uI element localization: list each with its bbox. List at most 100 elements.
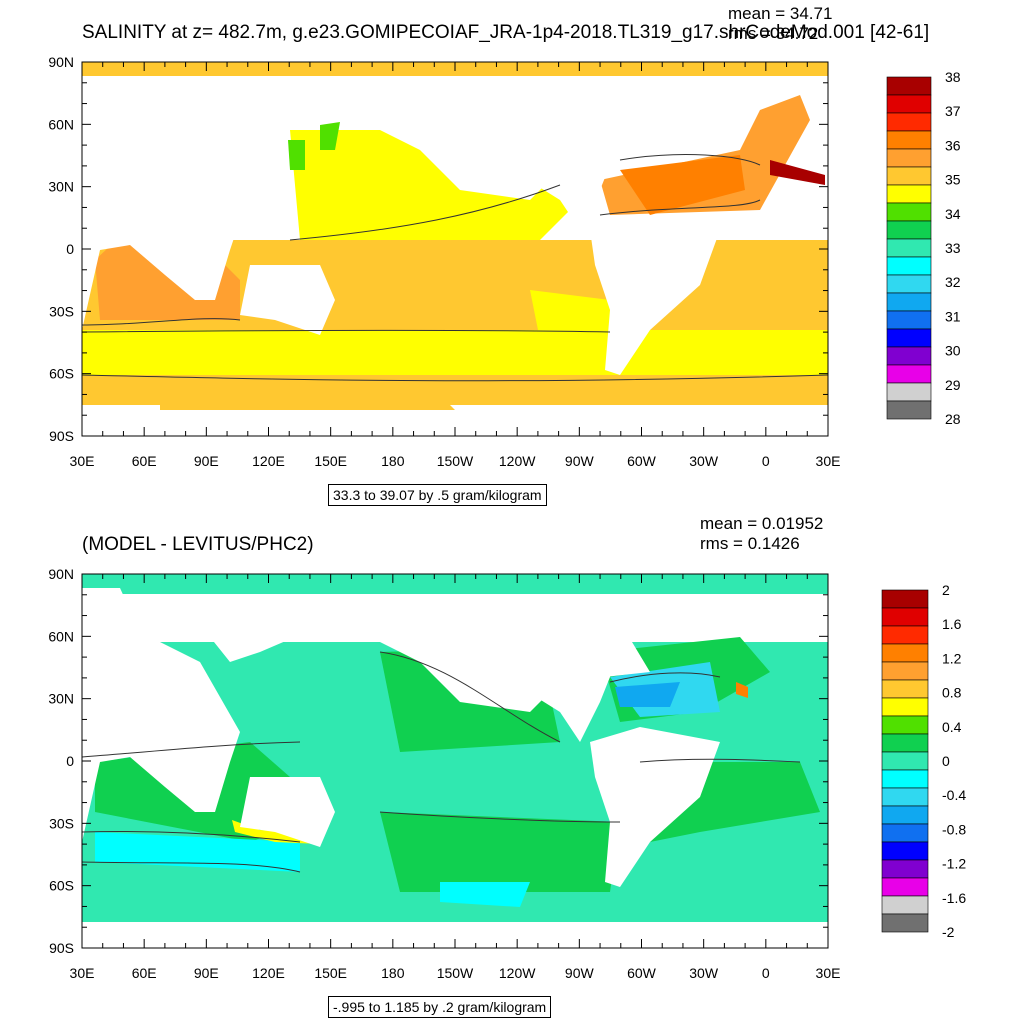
x-tick-label: 90E (194, 453, 219, 469)
colorbar-label: 0 (942, 753, 950, 769)
salinity-map: 30E 60E 90E 120E 150E 180 150W 120W 90W 60W 30W 0 30… (48, 54, 961, 469)
colorbar-swatch (886, 346, 932, 366)
x-tick-label: 60W (627, 453, 657, 469)
contour-lines (82, 651, 801, 873)
difference-panel: 30E 60E 90E 120E 150E 180 150W 120W 90W 60W 30W 0 30… (0, 512, 1024, 1024)
continent-africa (82, 76, 240, 330)
y-tick-label: 90S (49, 940, 74, 956)
x-tick-label: 30W (689, 453, 719, 469)
contour-lines (82, 154, 828, 382)
x-tick-label: 180 (381, 965, 405, 981)
colorbar-swatch (886, 328, 932, 348)
y-tick-label: 0 (66, 753, 74, 769)
x-tick-label: 30E (70, 965, 95, 981)
continent-north-america (430, 76, 820, 230)
colorbar-swatch (881, 823, 929, 843)
colorbar-swatch (881, 607, 929, 627)
rms-value: rms = 34.72 (728, 24, 819, 43)
colorbar-label: 0.8 (942, 685, 962, 701)
colorbar-swatch (886, 76, 932, 96)
colorbar-label: 29 (945, 377, 961, 393)
colorbar-swatch (886, 256, 932, 276)
x-tick-label: 120E (252, 453, 285, 469)
y-tick-label: 60S (49, 878, 74, 894)
y-tick-label: 90N (48, 54, 74, 70)
x-tick-label: 150W (437, 965, 474, 981)
map-area (82, 574, 828, 948)
colorbar-swatch (881, 625, 929, 645)
contour-info: 33.3 to 39.07 by .5 gram/kilogram (328, 484, 547, 506)
x-tick-label: 120W (499, 453, 536, 469)
y-tick-label: 90N (48, 566, 74, 582)
y-tick-label: 90S (49, 428, 74, 444)
colorbar-label: 31 (945, 308, 961, 324)
colorbar-swatch (886, 166, 932, 186)
continent-africa (82, 588, 240, 842)
colorbar-swatch (886, 310, 932, 330)
colorbar: 2 1.6 1.2 0.8 0.4 0 -0.4 -0.8 -1.2 -1.6 -2 (881, 582, 966, 940)
colorbar-swatch (886, 112, 932, 132)
colorbar-swatch (886, 220, 932, 240)
colorbar-label: -1.2 (942, 856, 966, 872)
mean-value: mean = 34.71 (728, 4, 833, 23)
x-tick-label: 90W (565, 965, 595, 981)
x-tick-label: 0 (762, 453, 770, 469)
colorbar-swatch (886, 382, 932, 402)
continent-australia (240, 777, 335, 847)
colorbar-swatch (886, 292, 932, 312)
colorbar-swatch (886, 202, 932, 222)
axes: 30E 60E 90E 120E 150E 180 150W 120W 90W 60W 30W 0 30… (48, 54, 840, 469)
y-tick-label: 60S (49, 366, 74, 382)
colorbar-swatch (886, 400, 932, 420)
y-tick-label: 30S (49, 303, 74, 319)
difference-map: 30E 60E 90E 120E 150E 180 150W 120W 90W 60W 30W 0 30… (48, 566, 966, 981)
colorbar-swatch (881, 787, 929, 807)
colorbar-label: 34 (945, 206, 961, 222)
colorbar-swatch (881, 769, 929, 789)
salinity-panel: 30E 60E 90E 120E 150E 180 150W 120W 90W 60W 30W 0 30… (48, 4, 961, 506)
y-tick-label: 60N (48, 116, 74, 132)
x-tick-label: 30W (689, 965, 719, 981)
x-tick-label: 120E (252, 965, 285, 981)
map-area (82, 62, 828, 436)
x-tick-label: 150E (314, 965, 347, 981)
continent-south-america (590, 215, 720, 375)
colorbar-swatch (886, 274, 932, 294)
chart-title: (MODEL - LEVITUS/PHC2) (82, 534, 314, 555)
colorbar-swatch (881, 661, 929, 681)
x-tick-label: 30E (816, 453, 841, 469)
colorbar-swatch (881, 697, 929, 717)
colorbar-swatch (881, 751, 929, 771)
colorbar-label: 0.4 (942, 719, 962, 735)
y-tick-label: 30S (49, 815, 74, 831)
rms-value: rms = 0.1426 (700, 534, 800, 553)
x-tick-label: 150E (314, 453, 347, 469)
colorbar-swatch (886, 364, 932, 384)
colorbar-swatch (881, 733, 929, 753)
colorbar-swatch (881, 643, 929, 663)
x-tick-label: 60E (132, 453, 157, 469)
x-tick-label: 150W (437, 453, 474, 469)
x-tick-label: 90W (565, 453, 595, 469)
x-tick-label: 90E (194, 965, 219, 981)
colorbar-swatch (886, 94, 932, 114)
colorbar-label: 1.2 (942, 650, 962, 666)
colorbar-label: -2 (942, 924, 955, 940)
chart-title: SALINITY at z= 482.7m, g.e23.GOMIPECOIAF… (82, 22, 930, 43)
colorbar-swatch (881, 877, 929, 897)
x-tick-label: 60E (132, 965, 157, 981)
y-tick-label: 0 (66, 241, 74, 257)
colorbar-swatch (886, 184, 932, 204)
colorbar-label: -0.4 (942, 787, 966, 803)
x-tick-label: 180 (381, 453, 405, 469)
colorbar-swatch (881, 895, 929, 915)
colorbar-label: 1.6 (942, 616, 962, 632)
axes: 30E 60E 90E 120E 150E 180 150W 120W 90W 60W 30W 0 30… (48, 566, 840, 981)
colorbar-label: 30 (945, 343, 961, 359)
colorbar-swatch (886, 238, 932, 258)
y-tick-label: 60N (48, 628, 74, 644)
colorbar-swatch (881, 913, 929, 933)
y-tick-label: 30N (48, 179, 74, 195)
colorbar-label: 36 (945, 137, 961, 153)
x-tick-label: 0 (762, 965, 770, 981)
